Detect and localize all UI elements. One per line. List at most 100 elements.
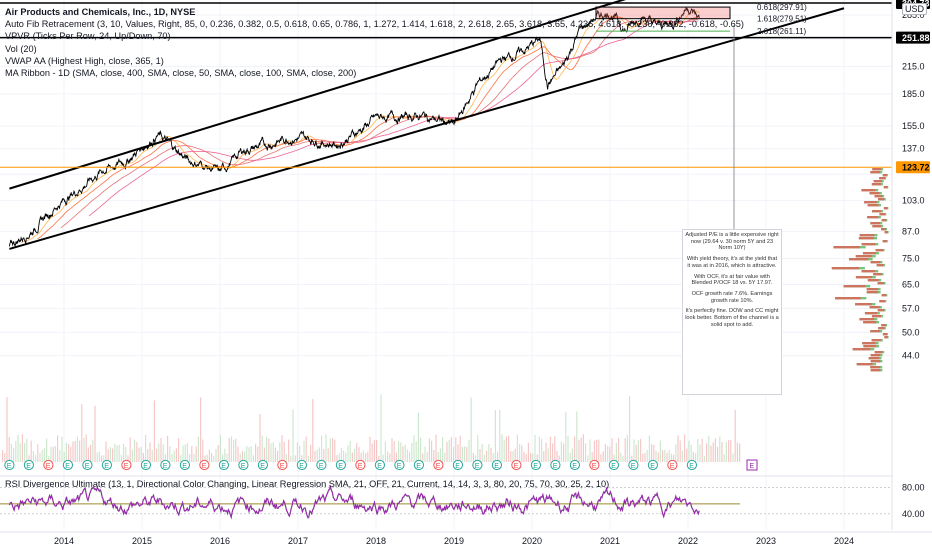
volume-bar [263,447,265,462]
volume-bar [406,449,408,462]
volume-bar [624,438,626,462]
volume-bar [186,443,188,462]
vpvr-bar-down [879,213,886,216]
currency-button[interactable]: USD [902,3,928,15]
volume-bar [514,448,516,462]
earnings-marker [62,459,74,471]
volume-bar [521,445,523,462]
vpvr-bar-down [869,306,880,309]
price-tick-label: 75.0 [902,253,920,263]
volume-bar [362,450,364,462]
volume-bar [13,448,15,462]
volume-bar [444,452,446,462]
volume-bar [125,447,127,462]
earnings-marker-label: E [260,463,265,470]
vpvr-bar-down [870,360,881,363]
level-badge [896,161,930,174]
volume-bar [211,452,213,462]
vpvr-bar-down [863,345,877,348]
volume-bar [404,444,406,462]
vpvr-bar-down [877,309,885,312]
earnings-marker-label: E [475,463,480,470]
legend-line-ma: MA Ribbon - 1D (SMA, close, 400, SMA, cl… [5,68,357,79]
volume-bar [140,446,142,462]
note-paragraph: Adjusted P/E is a little expensive right… [685,232,779,252]
vpvr-bar-down [833,246,860,249]
time-tick-label: 2024 [834,536,854,546]
volume-bar [598,439,600,462]
volume-bar [527,442,529,462]
volume-bar [497,452,499,462]
volume-bar [708,435,710,462]
vpvr-bar-down [863,321,877,324]
vpvr-bar-down [882,240,887,243]
volume-bar [483,454,485,462]
price-tick-label: 87.0 [902,226,920,236]
volume-bar [622,455,624,462]
earnings-marker-label: E [85,463,90,470]
volume-bar [574,436,576,462]
vpvr-bar-down [864,312,878,315]
volume-bar [4,453,6,462]
volume-bar [481,444,483,462]
volume-bar [490,447,492,462]
volume-bar [316,449,318,462]
volume-bar [268,438,270,462]
volume-bar [552,443,554,462]
earnings-marker [43,459,54,471]
volume-bar [450,437,452,462]
volume-bar [43,448,45,462]
vpvr-bar-down [862,342,876,345]
volume-bar [395,452,397,462]
volume-bar [175,448,177,462]
volume-bar [336,455,338,462]
volume-bar [164,454,166,462]
volume-bar [640,438,642,462]
rsi-line [8,484,700,520]
volume-bar [202,439,204,462]
earnings-marker [238,459,249,471]
vpvr-bar-down [856,363,873,366]
volume-bar [589,439,591,462]
volume-bar [228,438,230,462]
volume-bar [560,441,562,462]
vpvr-bar-down [831,267,859,270]
volume-bar [684,434,686,462]
fib-label: 1.618(279.51) [757,15,807,24]
volume-bar [360,452,362,462]
volume-bar [52,446,54,462]
vpvr-bar-down [879,177,885,180]
volume-bar [530,452,532,462]
volume-bar [30,440,32,462]
volume-bar [76,436,78,462]
time-tick-label: 2016 [210,536,230,546]
volume-bar [215,448,217,462]
volume-bar [585,443,587,462]
price-tick-label: 57.0 [902,303,920,313]
volume-bar [204,455,206,462]
volume-bar [347,445,349,462]
volume-bar [226,453,228,462]
vpvr-bar-down [858,237,874,240]
volume-bar [116,445,118,462]
volume-bar [239,453,241,462]
volume-bar [24,443,26,462]
vpvr-bar-down [852,348,871,351]
earnings-marker [569,459,581,471]
earnings-marker [511,459,522,471]
volume-bar [516,434,518,462]
level-badge [896,31,930,44]
volume-bar [334,439,336,462]
volume-bar [373,440,375,462]
volume-bar [323,449,325,462]
volume-bar [505,436,507,462]
volume-bar [138,447,140,462]
volume-bar [633,439,635,462]
volume-bar [618,437,620,462]
volume-bar [153,400,155,462]
volume-bar [189,453,191,462]
volume-bar [237,446,239,462]
volume-bar [468,439,470,462]
volume-bar [668,449,670,462]
volume-bar [554,436,556,462]
